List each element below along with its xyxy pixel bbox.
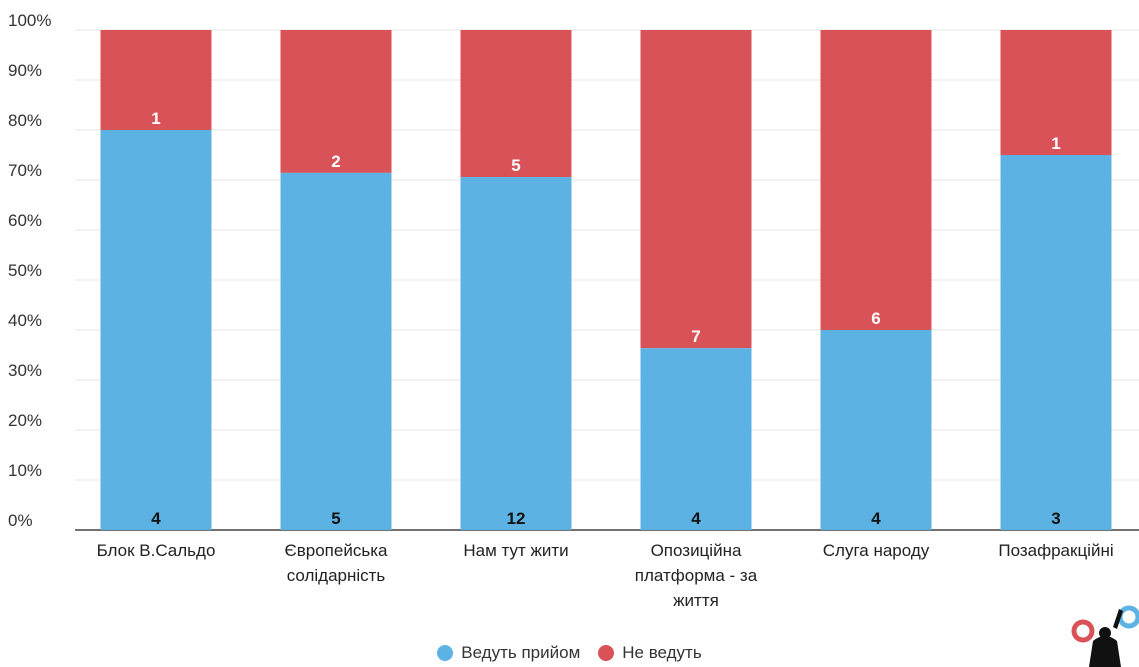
x-category-label: життя: [673, 591, 719, 610]
data-label-not-leading: 5: [511, 156, 520, 175]
bars: 1 4 2 5 5 12 7 4 6 4 1 3: [100, 30, 1112, 530]
y-tick-label: 20%: [8, 411, 42, 430]
y-tick-label: 60%: [8, 211, 42, 230]
data-label-not-leading: 7: [691, 327, 700, 346]
y-tick-label: 0%: [8, 511, 33, 530]
y-tick-label: 100%: [8, 11, 51, 30]
y-tick-label: 50%: [8, 261, 42, 280]
gridlines: [75, 29, 1139, 531]
bar-segment-leading: [280, 172, 392, 530]
data-label-leading: 12: [507, 509, 526, 528]
bar-segment-leading: [640, 348, 752, 530]
bar-segment-not-leading: [460, 30, 572, 178]
data-label-leading: 4: [151, 509, 161, 528]
y-tick-label: 40%: [8, 311, 42, 330]
x-category-label: Нам тут жити: [463, 541, 568, 560]
bar-segment-not-leading: [820, 30, 932, 330]
y-tick-label: 30%: [8, 361, 42, 380]
bar-segment-leading: [460, 177, 572, 530]
bar-segment-not-leading: [280, 30, 392, 173]
person-circle-logo-icon: [1071, 605, 1139, 667]
y-tick-label: 90%: [8, 61, 42, 80]
bar-segment-not-leading: [1000, 30, 1112, 155]
x-category-label: солідарність: [287, 566, 386, 585]
legend-item-series-1: Не ведуть: [598, 643, 702, 663]
y-tick-label: 10%: [8, 461, 42, 480]
bar-segment-leading: [820, 330, 932, 530]
legend: Ведуть прийом Не ведуть: [0, 643, 1139, 663]
legend-label-series-0: Ведуть прийом: [461, 643, 581, 662]
data-label-leading: 4: [871, 509, 881, 528]
y-tick-label: 80%: [8, 111, 42, 130]
x-axis-labels: Блок В.Сальдо Європейська солідарність Нам …: [97, 541, 1114, 610]
x-category-label: Позафракційні: [998, 541, 1113, 560]
bar-segment-leading: [100, 130, 212, 530]
x-category-label: Європейська: [285, 541, 388, 560]
y-axis-ticks: 0% 10% 20% 30% 40% 50% 60% 70% 80% 90% 100%: [8, 11, 51, 530]
data-label-not-leading: 1: [151, 109, 160, 128]
data-label-not-leading: 6: [871, 309, 880, 328]
bar-segment-leading: [1000, 155, 1112, 530]
legend-label-series-1: Не ведуть: [622, 643, 702, 662]
legend-swatch-series-0: [437, 645, 454, 661]
data-label-leading: 4: [691, 509, 701, 528]
data-label-not-leading: 2: [331, 152, 340, 171]
x-category-label: Опозиційна: [651, 541, 742, 560]
legend-item-series-0: Ведуть прийом: [437, 643, 580, 663]
data-label-leading: 5: [331, 509, 340, 528]
x-category-label: Блок В.Сальдо: [97, 541, 216, 560]
data-label-not-leading: 1: [1051, 134, 1060, 153]
x-category-label: Слуга народу: [823, 541, 930, 560]
data-label-leading: 3: [1051, 509, 1060, 528]
y-tick-label: 70%: [8, 161, 42, 180]
legend-swatch-series-1: [598, 645, 615, 661]
x-category-label: платформа - за: [635, 566, 758, 585]
bar-segment-not-leading: [100, 30, 212, 130]
bar-segment-not-leading: [640, 30, 752, 349]
